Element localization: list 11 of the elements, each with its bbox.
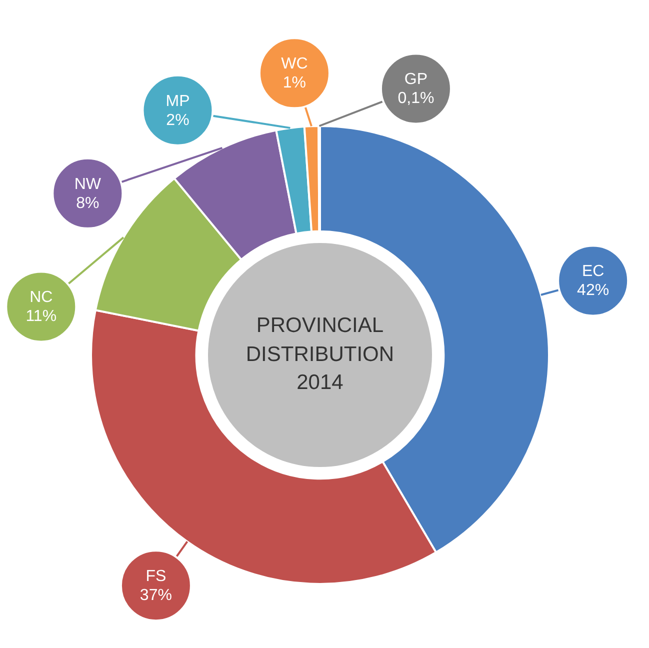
data-label: 8% (76, 194, 100, 212)
slice-label: GP (404, 71, 428, 88)
data-label: 0,1% (398, 90, 434, 108)
slice-label: NC (30, 289, 53, 306)
slice-label: WC (281, 56, 308, 73)
slice-label: MP (166, 92, 190, 110)
slice-label: EC (582, 263, 604, 280)
data-label: 37% (140, 587, 172, 604)
data-label: 11% (26, 308, 57, 326)
data-label: 2% (166, 112, 190, 129)
slice-label: NW (74, 176, 102, 193)
